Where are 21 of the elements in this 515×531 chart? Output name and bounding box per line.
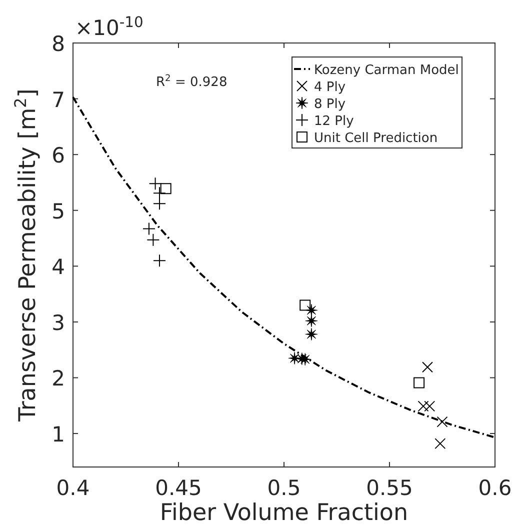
y-tick-label: 4 bbox=[52, 255, 65, 280]
y-tick-label: 5 bbox=[52, 199, 65, 224]
annotation: R$^{2}$ = 0.928 bbox=[156, 74, 228, 90]
y-tick-label: 6 bbox=[52, 144, 65, 168]
legend-label: Unit Cell Prediction bbox=[314, 131, 438, 146]
x-tick-label: 0.4 bbox=[56, 476, 90, 500]
y-tick-label: 8 bbox=[52, 32, 65, 56]
text: ×10$^{-10}$ bbox=[75, 14, 144, 40]
x-tick-label: 0.45 bbox=[155, 476, 202, 500]
legend-label: 12 Ply bbox=[314, 114, 354, 129]
y-tick-label: 3 bbox=[52, 310, 65, 335]
y-tick-label: 7 bbox=[52, 88, 65, 112]
legend-label: 4 Ply bbox=[314, 80, 346, 95]
legend-label: 8 Ply bbox=[314, 97, 346, 112]
x-tick-label: 0.5 bbox=[267, 476, 301, 500]
y-tick-label: 2 bbox=[52, 366, 65, 391]
x-axis-title: Fiber Volume Fraction bbox=[160, 500, 408, 526]
y-tick-label: 1 bbox=[52, 422, 65, 447]
x-tick-label: 0.6 bbox=[478, 476, 512, 500]
x-tick-label: 0.55 bbox=[366, 476, 413, 500]
legend-label: Kozeny Carman Model bbox=[314, 63, 459, 78]
